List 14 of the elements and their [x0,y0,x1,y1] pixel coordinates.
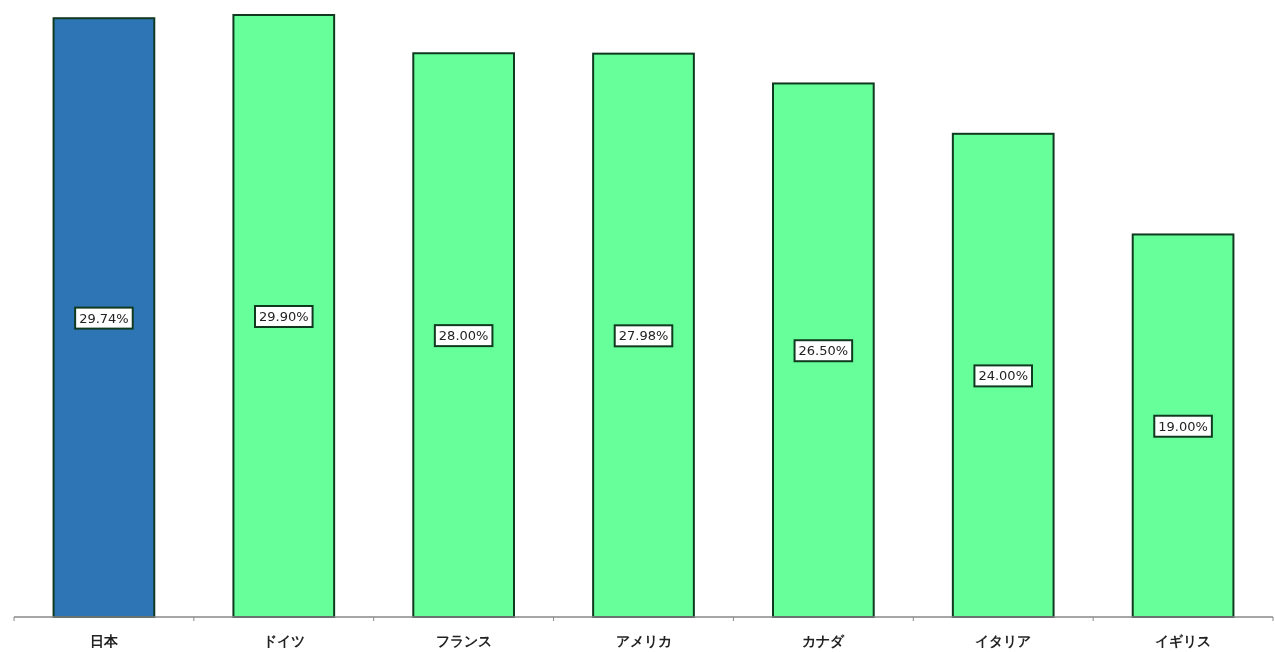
x-tick-label: イギリス [1155,633,1212,649]
data-label: 27.98% [618,328,669,344]
x-tick-label: カナダ [802,633,846,649]
x-tick-label: 日本 [89,633,119,649]
x-tick-label: イタリア [975,633,1032,649]
data-label: 28.00% [438,328,489,344]
data-label: 19.00% [1158,418,1208,434]
x-tick-label: フランス [435,633,492,649]
data-label: 26.50% [798,343,849,359]
data-label: 24.00% [978,368,1028,384]
x-tick-label: アメリカ [615,633,672,649]
data-label: 29.74% [79,310,129,326]
data-label: 29.90% [259,309,309,324]
x-tick-label: ドイツ [262,633,305,649]
